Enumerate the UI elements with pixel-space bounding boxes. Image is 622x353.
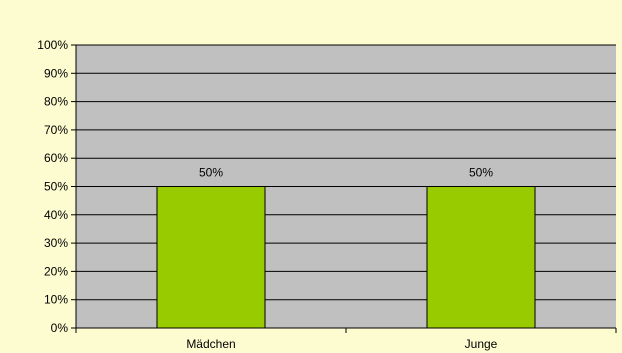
bars — [156, 186, 536, 329]
y-tick-label: 70% — [44, 123, 68, 137]
y-tick-label: 90% — [44, 66, 68, 80]
y-tick-label: 80% — [44, 95, 68, 109]
data-label: 50% — [469, 166, 493, 180]
y-tick-label: 100% — [37, 38, 68, 52]
x-tick-label: Junge — [465, 337, 498, 351]
y-axis-ticks: 0% 10% 20% 30% 40% 50% 60% 70% 80% 90% 100% — [37, 38, 76, 335]
y-tick-label: 40% — [44, 208, 68, 222]
bar-1 — [156, 186, 266, 329]
bar-2 — [426, 186, 536, 329]
data-labels: 50% 50% — [199, 166, 493, 180]
x-axis-ticks: Mädchen Junge — [75, 328, 617, 351]
y-tick-label: 50% — [44, 180, 68, 194]
y-tick-label: 10% — [44, 293, 68, 307]
y-tick-label: 60% — [44, 151, 68, 165]
y-tick-label: 20% — [44, 264, 68, 278]
x-tick-label: Mädchen — [186, 337, 235, 351]
data-label: 50% — [199, 166, 223, 180]
y-tick-label: 0% — [51, 321, 69, 335]
y-tick-label: 30% — [44, 236, 68, 250]
